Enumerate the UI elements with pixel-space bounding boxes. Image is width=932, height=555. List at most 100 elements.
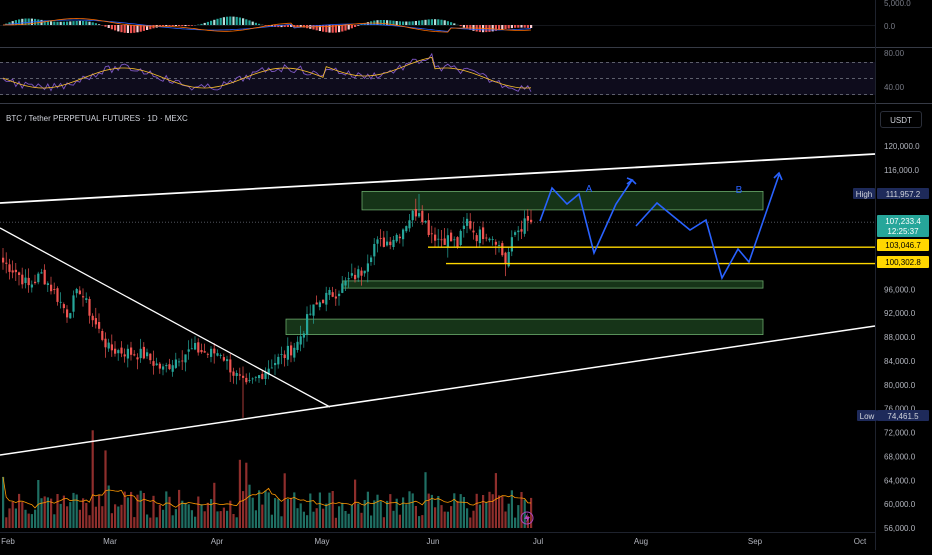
- candle: [290, 342, 292, 363]
- candle: [476, 233, 478, 248]
- candle-countdown: 12:25:37: [887, 227, 919, 236]
- candle: [188, 340, 190, 360]
- candle: [338, 291, 340, 306]
- high-value: 111,957.2: [886, 190, 921, 199]
- volume-bar: [322, 509, 324, 528]
- volume-bar: [450, 506, 452, 528]
- macd-bar: [354, 25, 356, 27]
- descending-trendline: [0, 228, 330, 407]
- candle: [104, 332, 106, 357]
- volume-bar: [149, 518, 151, 528]
- volume-bar: [367, 492, 369, 528]
- candle: [24, 269, 26, 288]
- candle: [293, 343, 295, 362]
- last-price-label: 107,233.4 12:25:37: [877, 215, 929, 237]
- volume-bar: [24, 510, 26, 528]
- volume-bar: [56, 494, 58, 528]
- candle: [357, 266, 359, 282]
- candle: [242, 367, 244, 418]
- volume-bar: [373, 500, 375, 528]
- candles-layer: [2, 194, 532, 418]
- volume-bar: [18, 494, 20, 528]
- candle: [428, 213, 430, 237]
- candle: [181, 350, 183, 370]
- macd-bar: [124, 25, 126, 33]
- macd-bar: [357, 25, 359, 26]
- macd-bar: [120, 25, 122, 32]
- candle: [236, 370, 238, 384]
- candle: [114, 341, 116, 357]
- macd-bar: [530, 25, 532, 28]
- time-tick: Apr: [211, 537, 224, 546]
- volume-bar: [469, 518, 471, 529]
- macd-bar: [492, 25, 494, 31]
- price-tick: 80,000.0: [884, 381, 916, 390]
- candle: [213, 343, 215, 364]
- volume-bar: [194, 517, 196, 528]
- volume-bar: [191, 510, 193, 528]
- candle: [136, 353, 138, 369]
- macd-bar: [229, 17, 231, 26]
- candle: [98, 313, 100, 333]
- candle: [111, 335, 113, 357]
- volume-bar: [21, 502, 23, 528]
- volume-bar: [466, 508, 468, 528]
- candle: [156, 358, 158, 366]
- volume-bar: [101, 506, 103, 528]
- quote-currency-button[interactable]: USDT: [880, 111, 922, 128]
- macd-bar: [95, 23, 97, 25]
- macd-bar: [258, 24, 260, 25]
- candle: [434, 228, 436, 247]
- volume-bar: [306, 515, 308, 528]
- macd-bar: [127, 25, 129, 33]
- candle: [431, 226, 433, 243]
- volume-bar: [178, 490, 180, 528]
- volume-bar: [188, 504, 190, 528]
- volume-bar: [31, 514, 33, 528]
- volume-bar: [220, 511, 222, 528]
- candle: [232, 368, 234, 384]
- volume-bar: [325, 504, 327, 528]
- candle: [328, 287, 330, 300]
- candle: [277, 354, 279, 369]
- volume-bar: [501, 497, 503, 529]
- candle: [258, 375, 260, 383]
- volume-bar: [508, 504, 510, 528]
- volume-bar: [271, 515, 273, 528]
- volume-bar: [303, 512, 305, 528]
- candle: [306, 306, 308, 341]
- volume-bar: [5, 517, 7, 528]
- rsi-band: [0, 62, 875, 95]
- volume-bar: [200, 504, 202, 528]
- candle: [319, 300, 321, 310]
- volume-bar: [140, 491, 142, 528]
- volume-bar: [245, 463, 247, 528]
- macd-bar: [69, 21, 71, 25]
- macd-bar: [60, 22, 62, 25]
- scenario-label-b: B: [736, 185, 743, 196]
- macd-bar: [76, 21, 78, 25]
- volume-bar: [360, 513, 362, 528]
- candle: [440, 230, 442, 247]
- macd-bar: [351, 25, 353, 28]
- volume-bar: [392, 511, 394, 528]
- volume-bar: [344, 511, 346, 528]
- volume-bar: [213, 483, 215, 528]
- macd-bar: [501, 25, 503, 30]
- volume-bar: [341, 503, 343, 528]
- volume-bar: [120, 505, 122, 528]
- volume-bar: [226, 511, 228, 528]
- volume-bar: [405, 504, 407, 528]
- macd-bar: [508, 25, 510, 29]
- candle: [207, 353, 209, 358]
- macd-bar: [53, 22, 55, 25]
- volume-bar: [223, 508, 225, 528]
- demand-zone: [286, 319, 763, 335]
- candle: [501, 241, 503, 257]
- macd-bar: [252, 22, 254, 25]
- candle: [40, 269, 42, 274]
- volume-bar: [357, 504, 359, 529]
- candle: [34, 275, 36, 285]
